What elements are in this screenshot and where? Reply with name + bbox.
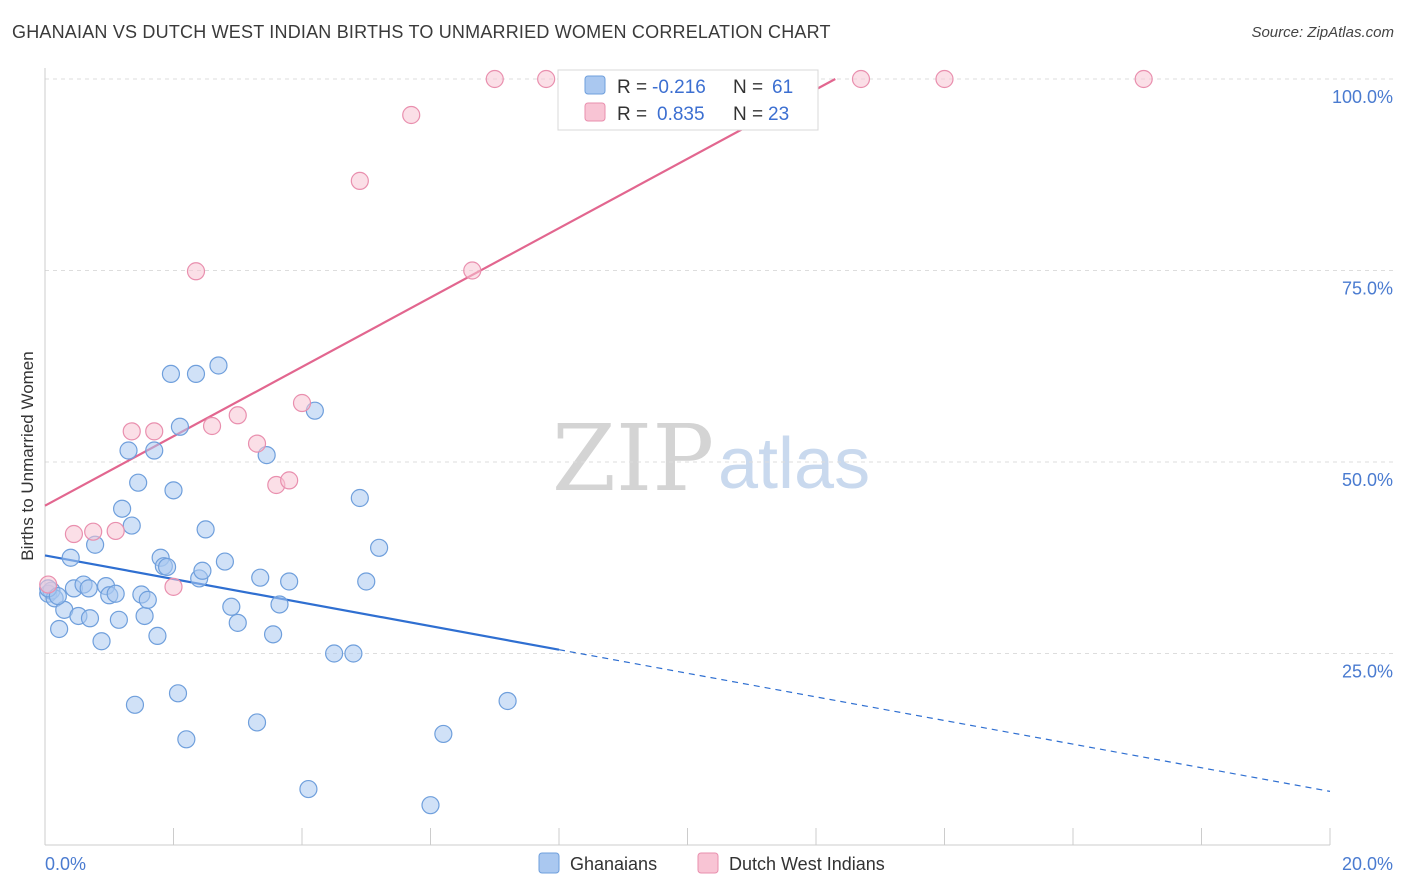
- axis-layer: [44, 68, 1331, 846]
- dutch-west-indian-point: [292, 393, 312, 413]
- dutch-west-indian-point: [1134, 69, 1153, 89]
- bottom-legend: Ghanaians Dutch West Indians: [538, 852, 885, 874]
- ghanaian-point: [161, 364, 181, 384]
- ghanaian-point: [357, 572, 376, 591]
- dutch-west-indian-point: [186, 262, 206, 281]
- ghanaian-point: [299, 779, 318, 799]
- bottom-legend-swatch-blue: [538, 852, 560, 874]
- tick-label-layer: 25.0% 50.0% 75.0% 100.0% 0.0% 20.0%: [45, 87, 1393, 874]
- ghanaian-point: [157, 557, 177, 577]
- ghanaian-point: [164, 481, 183, 500]
- legend-pink-n-label: N =: [733, 104, 763, 125]
- legend-blue-r-label: R =: [617, 77, 647, 98]
- ghanaian-point: [129, 473, 148, 492]
- dutch-west-indian-point: [202, 416, 222, 436]
- y-tick-label: 50.0%: [1342, 470, 1393, 490]
- ghanaian-point: [434, 724, 453, 744]
- ghanaian-point: [350, 488, 369, 508]
- y-tick-label: 25.0%: [1342, 662, 1393, 682]
- watermark-atlas: atlas: [718, 424, 870, 504]
- ghanaian-trendline: [44, 554, 560, 651]
- ghanaian-point: [135, 606, 154, 626]
- ghanaian-point: [196, 520, 215, 539]
- chart-title: GHANAIAN VS DUTCH WEST INDIAN BIRTHS TO …: [12, 22, 831, 42]
- ghanaian-point: [92, 632, 111, 651]
- dutch-west-indian-point: [463, 261, 482, 280]
- ghanaian-point: [80, 609, 100, 628]
- dutch-west-indian-point: [350, 171, 369, 190]
- ghanaian-point: [280, 572, 299, 591]
- ghanaian-point: [498, 691, 517, 711]
- dutch-west-indian-point: [39, 575, 58, 594]
- dutch-west-indian-point: [145, 422, 164, 441]
- ghanaian-point: [186, 364, 206, 384]
- ghanaian-point: [193, 561, 212, 580]
- legend-pink-n-value: 23: [768, 104, 789, 125]
- ghanaian-point: [344, 644, 363, 663]
- dutch-west-indian-point: [537, 69, 556, 89]
- ghanaian-trendline-extension: [558, 649, 1331, 792]
- ghanaian-point: [325, 644, 344, 663]
- ghanaian-point: [106, 584, 125, 603]
- bottom-legend-pink-label: Dutch West Indians: [729, 854, 885, 874]
- dutch-west-indian-point: [280, 471, 299, 490]
- ghanaian-point: [125, 695, 145, 714]
- dutch-west-indian-point: [402, 105, 421, 125]
- legend-blue-n-value: 61: [772, 77, 793, 98]
- ghanaian-point: [170, 417, 190, 436]
- ghanaian-point: [148, 626, 167, 645]
- ghanaian-point: [138, 590, 157, 609]
- ghanaian-point: [177, 730, 196, 749]
- ghanaian-point: [112, 499, 132, 518]
- legend-swatch-blue: [584, 75, 606, 95]
- legend-blue-n-label: N =: [733, 77, 763, 98]
- x-tick-label: 20.0%: [1342, 854, 1393, 874]
- legend-blue-r-value: -0.216: [652, 77, 706, 98]
- grid-layer: [45, 78, 1395, 654]
- dutch-west-indian-point: [164, 577, 183, 596]
- watermark-zip: ZIP: [552, 405, 714, 512]
- dutch-west-indian-point: [106, 521, 125, 541]
- dutch-west-indian-point: [84, 522, 103, 541]
- legend-swatch-pink: [584, 102, 606, 122]
- ghanaian-point: [215, 552, 234, 571]
- ghanaian-point: [122, 516, 141, 535]
- point-layer: [39, 69, 1153, 815]
- ghanaian-point: [168, 684, 188, 703]
- dutch-west-indian-point: [851, 69, 871, 89]
- ghanaian-point: [145, 441, 164, 460]
- ghanaian-point: [270, 595, 289, 614]
- dutch-west-indian-point: [247, 434, 267, 453]
- bottom-legend-swatch-pink: [697, 852, 719, 874]
- ghanaian-point: [263, 625, 283, 644]
- ghanaian-point: [421, 796, 440, 815]
- ghanaian-point: [251, 568, 270, 587]
- ghanaian-point: [61, 548, 80, 567]
- ghanaian-point: [50, 619, 69, 639]
- source-label: Source: ZipAtlas.com: [1251, 24, 1394, 41]
- y-tick-label: 75.0%: [1342, 279, 1393, 299]
- ghanaian-point: [222, 597, 241, 616]
- dutch-west-indian-trendline: [44, 78, 836, 507]
- dutch-west-indian-point: [64, 524, 84, 544]
- y-axis-label: Births to Unmarried Women: [18, 351, 37, 560]
- dutch-west-indian-point: [935, 69, 954, 89]
- legend-pink-r-value: 0.835: [657, 104, 705, 125]
- ghanaian-point: [228, 613, 247, 632]
- stats-legend: R = -0.216 N = 61 R = 0.835 N = 23: [557, 69, 819, 131]
- ghanaian-point: [109, 610, 128, 629]
- ghanaian-point: [247, 713, 267, 732]
- ghanaian-point: [79, 579, 98, 598]
- bottom-legend-blue-label: Ghanaians: [570, 854, 657, 874]
- ghanaian-point: [119, 441, 138, 460]
- ghanaian-point: [370, 538, 389, 557]
- dutch-west-indian-point: [122, 422, 141, 441]
- legend-pink-r-label: R =: [617, 104, 647, 125]
- dutch-west-indian-point: [228, 406, 247, 425]
- ghanaian-point: [209, 356, 228, 375]
- dutch-west-indian-point: [485, 69, 504, 89]
- x-tick-label: 0.0%: [45, 854, 86, 874]
- y-tick-label: 100.0%: [1332, 87, 1393, 107]
